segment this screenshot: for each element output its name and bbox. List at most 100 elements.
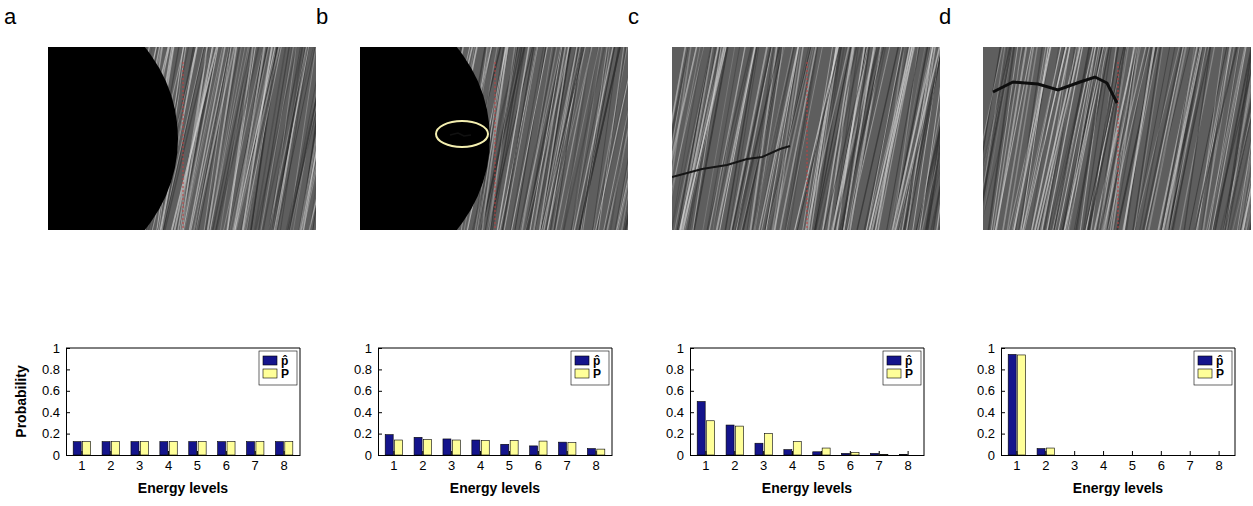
x-tick-mark bbox=[850, 451, 851, 455]
legend-swatch bbox=[263, 369, 277, 378]
bar bbox=[1037, 449, 1045, 455]
photo-streak bbox=[1247, 47, 1251, 230]
bar bbox=[880, 454, 888, 455]
photo-streak bbox=[616, 47, 628, 230]
photo-streak bbox=[628, 47, 629, 230]
x-tick-label: 3 bbox=[136, 458, 143, 473]
bar bbox=[472, 440, 480, 455]
frame-top bbox=[690, 348, 924, 349]
bar bbox=[160, 442, 168, 455]
y-tick: 0.6 bbox=[977, 383, 1005, 398]
panel-letter: d bbox=[939, 4, 951, 29]
y-tick-label: 0.8 bbox=[354, 362, 372, 377]
bar bbox=[871, 453, 879, 455]
x-tick: 6 bbox=[223, 451, 230, 473]
photo-streak bbox=[677, 47, 711, 230]
photo-highlight bbox=[436, 121, 488, 147]
bar bbox=[587, 449, 595, 455]
x-axis-title: Energy levels bbox=[1073, 480, 1163, 496]
x-tick: 3 bbox=[760, 451, 767, 473]
x-tick: 3 bbox=[1071, 451, 1078, 473]
legend-label: P bbox=[593, 367, 601, 381]
x-tick: 3 bbox=[136, 451, 143, 473]
photo-hole bbox=[48, 47, 178, 230]
x-tick-label: 3 bbox=[760, 458, 767, 473]
photo-streak bbox=[611, 47, 628, 230]
x-tick-mark bbox=[1219, 451, 1220, 455]
legend-swatch bbox=[1198, 369, 1212, 378]
x-tick-label: 2 bbox=[107, 458, 114, 473]
x-axis-title: Energy levels bbox=[450, 480, 540, 496]
y-axis-line bbox=[378, 349, 379, 456]
x-tick: 5 bbox=[506, 451, 513, 473]
frame-right bbox=[1235, 348, 1236, 455]
x-tick-label: 2 bbox=[731, 458, 738, 473]
bar bbox=[1066, 455, 1074, 456]
x-tick-label: 8 bbox=[592, 458, 599, 473]
photo-ground bbox=[983, 47, 1251, 230]
x-tick-mark bbox=[908, 451, 909, 455]
bar bbox=[1182, 455, 1190, 456]
y-tick-label: 0.6 bbox=[42, 383, 60, 398]
x-tick: 8 bbox=[592, 451, 599, 473]
bar bbox=[1046, 448, 1054, 455]
photo-streak bbox=[271, 47, 307, 230]
y-tick: 0.6 bbox=[666, 383, 694, 398]
y-tick-mark bbox=[690, 391, 694, 392]
bar bbox=[539, 441, 547, 455]
legend-label: P bbox=[905, 367, 913, 381]
bar bbox=[726, 425, 734, 455]
x-tick: 4 bbox=[477, 451, 484, 473]
photo-streak bbox=[1207, 47, 1245, 230]
y-tick-mark bbox=[66, 412, 70, 413]
bar bbox=[1220, 455, 1228, 456]
photo-streak bbox=[1020, 47, 1061, 230]
photo-ground bbox=[672, 47, 940, 230]
x-tick-label: 3 bbox=[448, 458, 455, 473]
photo-streak bbox=[1173, 47, 1208, 230]
legend-swatch bbox=[575, 369, 589, 378]
photo-streak bbox=[672, 47, 696, 230]
panel: c00.20.40.60.8112345678Energy levelsp̂P bbox=[628, 4, 998, 496]
x-tick: 2 bbox=[1042, 451, 1049, 473]
x-axis: 12345678 bbox=[379, 451, 613, 473]
panel-letter: c bbox=[628, 4, 639, 29]
photo-streak bbox=[564, 47, 591, 230]
x-tick-label: 8 bbox=[1215, 458, 1222, 473]
photo-streak bbox=[681, 47, 719, 230]
x-tick: 6 bbox=[1158, 451, 1165, 473]
x-tick-mark bbox=[226, 451, 227, 455]
x-tick-label: 1 bbox=[1013, 458, 1020, 473]
bar bbox=[83, 442, 91, 455]
plot-area bbox=[1001, 348, 1235, 455]
bar bbox=[73, 442, 81, 455]
y-tick-label: 1 bbox=[365, 341, 372, 356]
x-axis: 12345678 bbox=[67, 451, 301, 473]
bar bbox=[697, 402, 705, 456]
y-tick-label: 0.2 bbox=[977, 426, 995, 441]
photo-streak bbox=[1058, 47, 1095, 230]
x-tick: 2 bbox=[107, 451, 114, 473]
bar bbox=[443, 439, 451, 455]
bar bbox=[735, 426, 743, 455]
x-axis-title: Energy levels bbox=[762, 480, 852, 496]
legend-label: p̂ bbox=[281, 354, 288, 368]
x-tick: 6 bbox=[535, 451, 542, 473]
photo-streak bbox=[1184, 47, 1210, 230]
bar bbox=[501, 444, 509, 455]
y-tick-mark bbox=[378, 412, 382, 413]
x-tick: 3 bbox=[448, 451, 455, 473]
photo-streak bbox=[288, 47, 316, 230]
x-tick-mark bbox=[284, 451, 285, 455]
photo-streak bbox=[672, 47, 711, 230]
bar bbox=[842, 453, 850, 455]
bar bbox=[275, 442, 283, 455]
photo-crack bbox=[672, 146, 790, 177]
y-axis-title: Probability bbox=[13, 365, 29, 438]
x-tick-mark bbox=[422, 451, 423, 455]
x-tick: 2 bbox=[731, 451, 738, 473]
legend-box bbox=[259, 351, 297, 385]
bar bbox=[597, 449, 605, 455]
x-tick-mark bbox=[1132, 451, 1133, 455]
y-tick-mark bbox=[1001, 369, 1005, 370]
